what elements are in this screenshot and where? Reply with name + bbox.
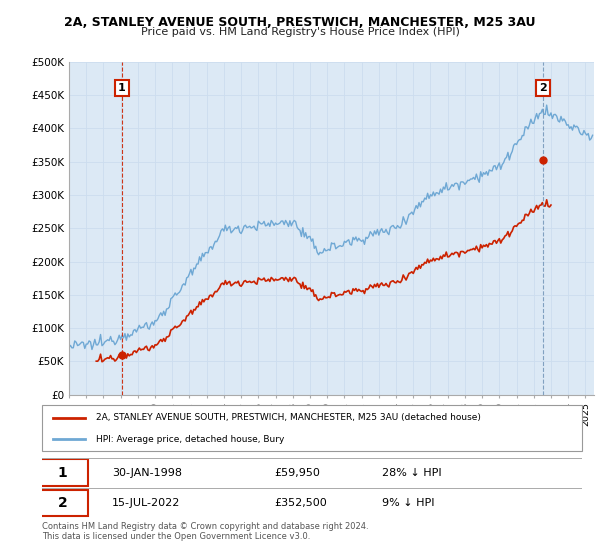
FancyBboxPatch shape (42, 405, 582, 451)
Text: 1: 1 (58, 466, 67, 479)
Text: £352,500: £352,500 (274, 498, 327, 508)
Text: 9% ↓ HPI: 9% ↓ HPI (382, 498, 434, 508)
Text: 2: 2 (539, 83, 547, 94)
Text: 2: 2 (58, 496, 67, 510)
Text: 15-JUL-2022: 15-JUL-2022 (112, 498, 181, 508)
Text: HPI: Average price, detached house, Bury: HPI: Average price, detached house, Bury (96, 435, 284, 444)
Text: £59,950: £59,950 (274, 468, 320, 478)
Text: Contains HM Land Registry data © Crown copyright and database right 2024.
This d: Contains HM Land Registry data © Crown c… (42, 522, 368, 542)
Text: Price paid vs. HM Land Registry's House Price Index (HPI): Price paid vs. HM Land Registry's House … (140, 27, 460, 37)
Text: 1: 1 (118, 83, 126, 94)
Text: 2A, STANLEY AVENUE SOUTH, PRESTWICH, MANCHESTER, M25 3AU (detached house): 2A, STANLEY AVENUE SOUTH, PRESTWICH, MAN… (96, 413, 481, 422)
FancyBboxPatch shape (40, 459, 88, 486)
Text: 2A, STANLEY AVENUE SOUTH, PRESTWICH, MANCHESTER, M25 3AU: 2A, STANLEY AVENUE SOUTH, PRESTWICH, MAN… (64, 16, 536, 29)
Text: 28% ↓ HPI: 28% ↓ HPI (382, 468, 442, 478)
FancyBboxPatch shape (40, 489, 88, 516)
Text: 30-JAN-1998: 30-JAN-1998 (112, 468, 182, 478)
